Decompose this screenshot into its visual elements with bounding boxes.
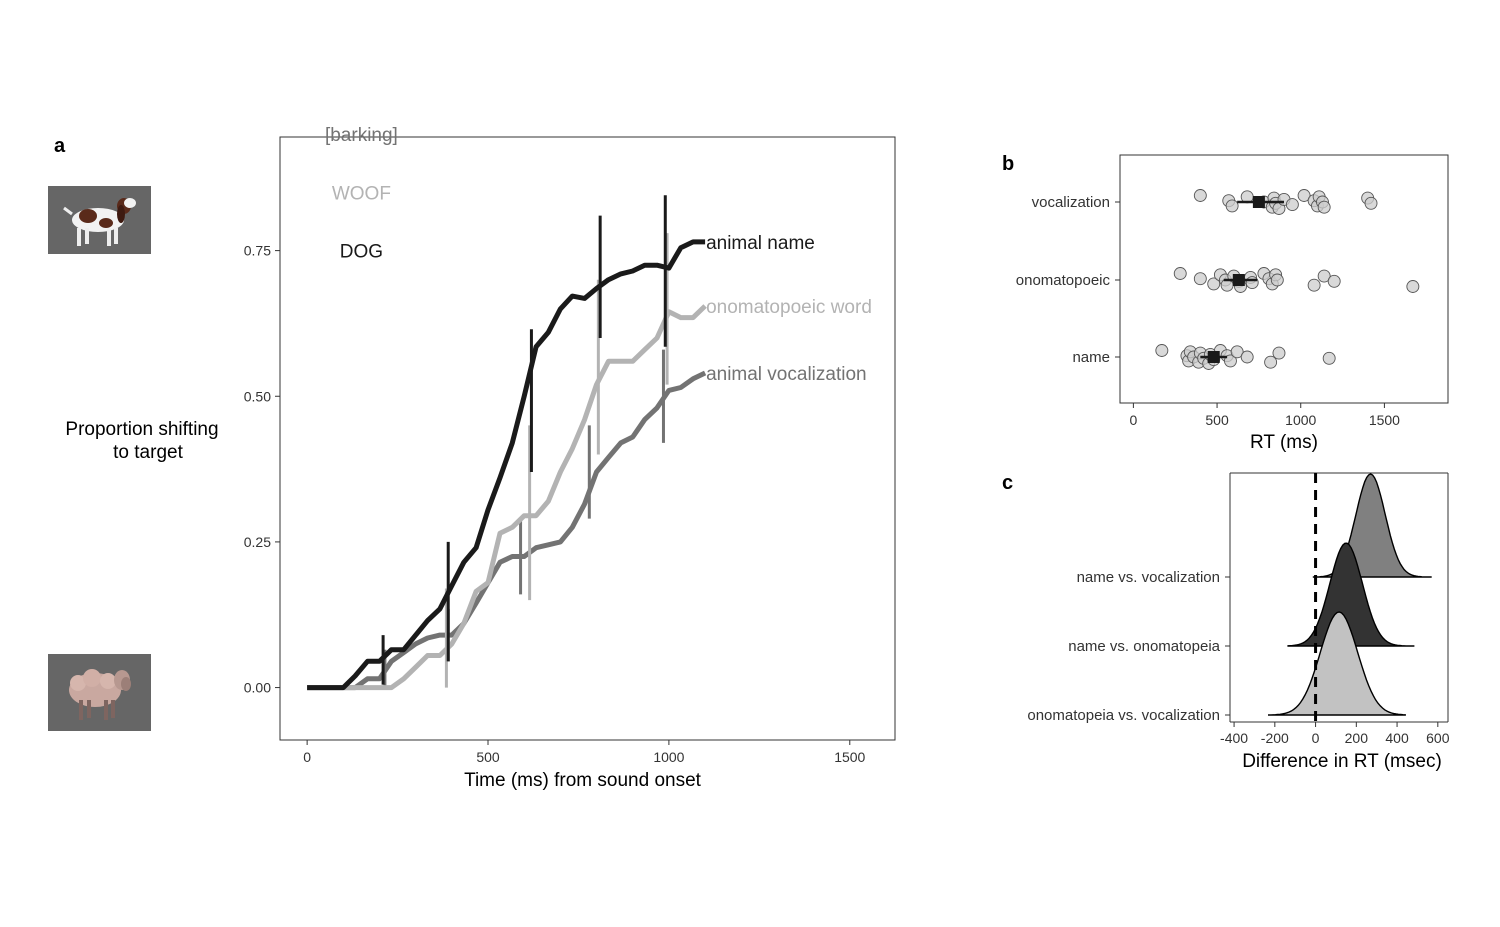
panel-a-line-chart: 0.00 0.25 0.50 0.75 0 500 1000 1500 Time (ms) fr…: [65, 125, 896, 791]
rt-point: [1322, 351, 1336, 365]
density-ridge: [1312, 473, 1432, 578]
plot-border: [279, 136, 896, 741]
x-tick-label: 1500: [834, 749, 865, 765]
x-tick-label: -400: [1220, 730, 1248, 746]
rt-point: [1406, 280, 1420, 293]
rt-point: [1230, 345, 1244, 359]
x-axis-title: RT (ms): [1250, 432, 1318, 453]
series-line: [307, 239, 706, 691]
x-tick-label: 500: [476, 749, 500, 765]
x-tick-label: 200: [1345, 730, 1369, 746]
y-tick-label: 0.50: [244, 388, 271, 404]
x-tick-label: 1000: [653, 749, 684, 765]
y-axis-title: to target: [113, 442, 183, 463]
rt-point: [1364, 196, 1378, 210]
rt-point: [1317, 269, 1331, 283]
x-tick-label: 0: [1129, 412, 1137, 428]
sheep-image: [48, 654, 151, 731]
y-tick-label: 0.75: [244, 243, 271, 259]
x-tick-label: -200: [1261, 730, 1289, 746]
mean-marker: [1207, 351, 1220, 363]
density-ridge: [1268, 611, 1406, 716]
series-label: onomatopoeic word: [706, 297, 872, 318]
dog-image: [48, 186, 151, 254]
series-line: [307, 370, 707, 691]
rt-point: [1225, 199, 1239, 213]
x-tick-label: 0: [1312, 730, 1320, 746]
rt-point: [1270, 273, 1284, 287]
rt-point: [1245, 276, 1259, 290]
rt-point: [1307, 278, 1321, 292]
panel-c-letter: c: [1002, 472, 1013, 494]
rt-point: [1193, 189, 1207, 202]
x-tick-label: 400: [1385, 730, 1409, 746]
rt-point: [1264, 355, 1278, 369]
rt-point: [1327, 274, 1341, 288]
x-tick-label: 1500: [1369, 412, 1400, 428]
density-ridge: [1287, 542, 1415, 647]
x-tick-label: 1000: [1285, 412, 1316, 428]
category-label: name: [1072, 349, 1110, 366]
plot-border: [1119, 154, 1449, 404]
legend-text: DOG: [340, 242, 383, 263]
rt-point: [1285, 198, 1299, 212]
rt-point: [1155, 344, 1169, 357]
mean-marker: [1252, 196, 1265, 208]
x-axis-title: Difference in RT (msec): [1242, 751, 1442, 772]
legend-text: [barking]: [325, 125, 398, 146]
rt-point: [1193, 272, 1207, 286]
panel-b-dot-plot: vocalization onomatopoeic name 0 500 1000 1500…: [1016, 154, 1449, 453]
comparison-label: onomatopeia vs. vocalization: [1027, 707, 1220, 724]
rt-point: [1173, 267, 1187, 280]
comparison-label: name vs. onomatopeia: [1068, 638, 1220, 655]
panel-a-letter: a: [54, 135, 66, 157]
legend-text: WOOF: [332, 183, 391, 204]
rt-point: [1207, 277, 1221, 291]
panel-c-ridgeline: name vs. vocalization name vs. onomatopei…: [1027, 472, 1450, 772]
category-label: vocalization: [1032, 194, 1110, 211]
rt-point: [1240, 350, 1254, 364]
series-label: animal vocalization: [706, 364, 867, 385]
comparison-label: name vs. vocalization: [1077, 569, 1220, 586]
y-axis-title: Proportion shifting: [65, 419, 218, 440]
panel-b-letter: b: [1002, 153, 1014, 175]
series-label: animal name: [706, 233, 815, 254]
rt-point: [1297, 189, 1311, 202]
x-axis-title: Time (ms) from sound onset: [464, 770, 702, 791]
x-tick-label: 600: [1426, 730, 1450, 746]
rt-point: [1223, 354, 1237, 368]
y-tick-label: 0.25: [244, 534, 271, 550]
rt-point: [1272, 346, 1286, 360]
mean-marker: [1232, 274, 1245, 286]
x-tick-label: 500: [1205, 412, 1229, 428]
rt-point: [1317, 200, 1331, 214]
y-tick-label: 0.00: [244, 680, 271, 696]
x-tick-label: 0: [303, 749, 311, 765]
series-line: [307, 304, 707, 691]
category-label: onomatopoeic: [1016, 272, 1111, 289]
